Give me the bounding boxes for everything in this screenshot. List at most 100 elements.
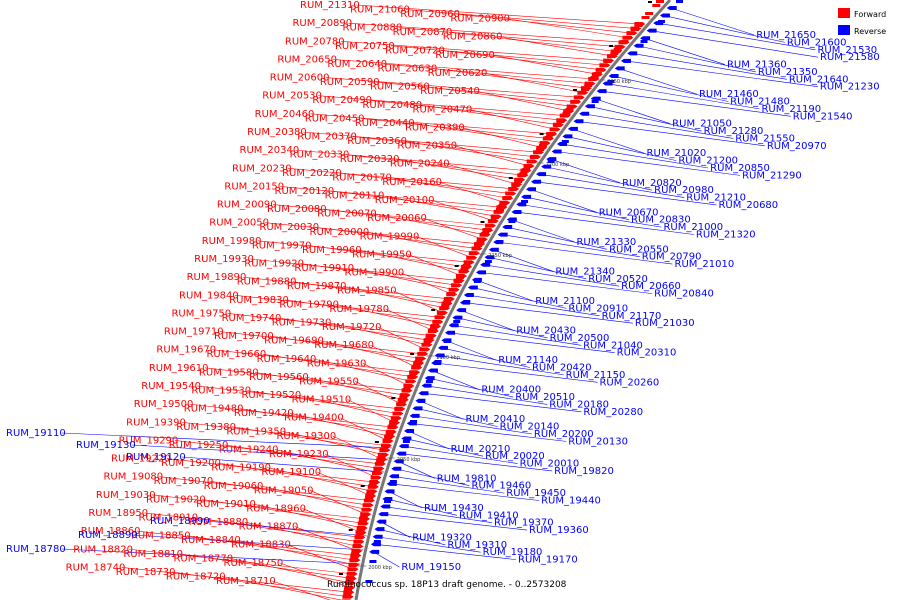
leader-line	[324, 453, 377, 478]
leader-line	[460, 127, 543, 149]
gene-glyph	[415, 356, 427, 361]
gene-label: RUM_19350	[226, 426, 286, 437]
forward-strand-block	[369, 480, 378, 483]
gene-label: RUM_19460	[472, 481, 532, 492]
gene-glyph	[421, 342, 433, 347]
gene-glyph	[409, 413, 420, 418]
leader-line	[612, 75, 729, 102]
gene-label: RUM_20330	[290, 150, 350, 161]
gene-label: RUM_21020	[647, 148, 707, 159]
gene-label: RUM_19890	[187, 272, 247, 283]
forward-strand-block	[511, 184, 520, 187]
gene-label: RUM_19130	[76, 440, 136, 451]
gene-glyph	[484, 255, 495, 260]
leader-line	[295, 149, 527, 171]
leader-line	[506, 226, 608, 250]
reverse-strand-block	[365, 580, 373, 583]
leader-line	[300, 263, 458, 286]
gene-label: RUM_19410	[459, 510, 519, 521]
gene-glyph	[456, 308, 467, 313]
leader-line	[242, 276, 450, 300]
forward-strand-block	[656, 0, 664, 3]
gene-glyph	[579, 111, 590, 116]
gene-glyph	[427, 368, 438, 373]
gene-glyph	[640, 36, 651, 41]
leader-line	[131, 444, 389, 461]
leader-line	[270, 335, 422, 359]
leader-line	[310, 113, 553, 135]
leader-line	[377, 326, 426, 350]
leader-line	[239, 408, 392, 433]
other-feature-block	[339, 573, 344, 575]
gene-glyph	[405, 379, 417, 384]
gene-label: RUM_20060	[367, 213, 427, 224]
gene-label: RUM_19320	[412, 532, 472, 543]
gene-label: RUM_20640	[327, 59, 387, 70]
leader-line	[365, 231, 475, 254]
leader-line	[657, 22, 816, 51]
leader-line	[441, 347, 531, 368]
leader-line	[133, 534, 364, 551]
forward-strand-block	[603, 60, 612, 63]
leader-line	[287, 167, 515, 190]
forward-strand-block	[350, 556, 359, 559]
forward-strand-block	[574, 96, 583, 99]
leader-line	[257, 240, 470, 263]
leader-line	[357, 249, 465, 272]
gene-glyph	[476, 270, 487, 275]
leader-line	[467, 294, 600, 317]
forward-strand-block	[652, 4, 661, 7]
gene-label: RUM_19580	[199, 367, 259, 378]
leader-line	[345, 154, 524, 176]
forward-strand-block	[361, 508, 370, 511]
gene-glyph	[525, 187, 536, 192]
gene-glyph	[463, 293, 474, 298]
leader-line	[282, 431, 384, 456]
gene-label: RUM_20340	[240, 145, 300, 156]
gene-label: RUM_21000	[663, 222, 723, 233]
leader-line	[423, 217, 483, 240]
forward-strand-block	[610, 52, 619, 55]
gene-glyph	[382, 496, 393, 501]
gene-glyph	[566, 104, 578, 109]
gene-label: RUM_19070	[154, 476, 214, 487]
leader-line	[325, 77, 580, 98]
gene-label: RUM_21330	[576, 237, 636, 248]
leader-lines	[61, 4, 819, 600]
forward-strand-block	[538, 144, 547, 147]
gene-label: RUM_19220	[111, 454, 171, 465]
gene-glyph	[378, 512, 389, 517]
forward-strand-block	[358, 520, 367, 523]
gene-label: RUM_21480	[730, 97, 790, 108]
gene-label: RUM_19780	[329, 304, 389, 315]
gene-glyph	[480, 262, 491, 267]
leader-line	[456, 317, 548, 339]
leader-line	[280, 186, 503, 208]
gene-label: RUM_20240	[390, 159, 450, 170]
forward-strand-block	[412, 364, 421, 367]
leader-line	[378, 528, 446, 546]
forward-strand-block	[435, 316, 444, 319]
gene-glyphs	[339, 0, 683, 600]
gene-label: RUM_20010	[520, 459, 580, 470]
leader-line	[320, 340, 420, 364]
leader-line	[254, 372, 406, 396]
forward-strand-block	[522, 168, 531, 171]
forward-strand-block	[376, 460, 385, 463]
leader-line	[395, 158, 521, 181]
leader-line	[618, 68, 698, 95]
reverse-strand-block	[402, 440, 410, 443]
leader-line	[129, 548, 353, 575]
reverse-strand-block	[373, 540, 381, 543]
forward-strand-block	[641, 16, 650, 19]
forward-strand-block	[490, 216, 499, 219]
forward-strand-block	[345, 580, 354, 583]
gene-glyph	[382, 438, 394, 443]
leader-line	[262, 353, 414, 378]
gene-label: RUM_20310	[617, 348, 677, 359]
leader-line	[438, 181, 506, 203]
leader-line	[221, 576, 343, 600]
gene-label: RUM_19500	[134, 399, 194, 410]
leader-line	[670, 7, 755, 36]
leader-line	[388, 177, 509, 199]
